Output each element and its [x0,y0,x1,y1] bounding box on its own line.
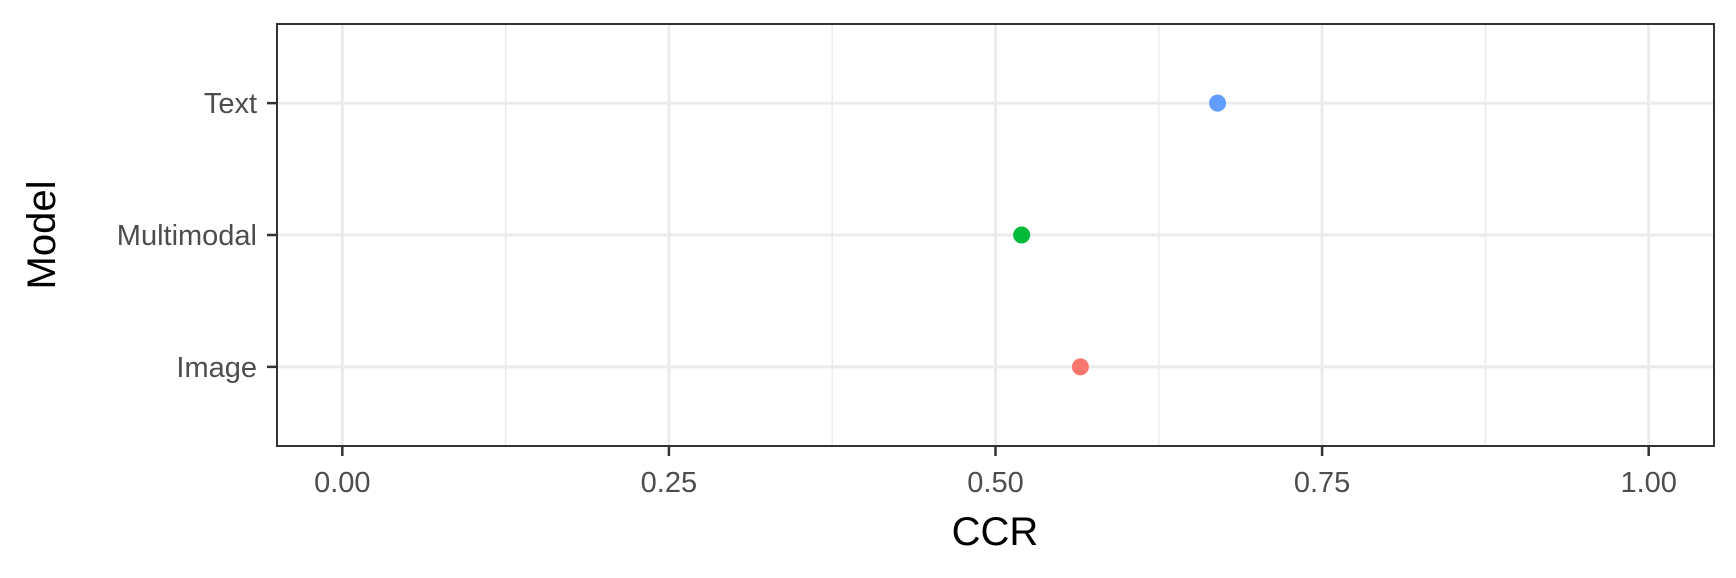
x-tick-label: 0.75 [1294,467,1350,499]
data-point-multimodal [1013,226,1031,244]
grid-lines [277,24,1714,446]
y-tick-label: Text [204,88,257,120]
x-tick-label: 0.50 [967,467,1023,499]
x-tick-label: 0.25 [641,467,697,499]
axis-ticks [267,101,1650,456]
data-point-text [1209,94,1227,112]
y-axis-title: Model [20,181,64,290]
data-points [1013,94,1227,376]
x-tick-label: 1.00 [1620,467,1676,499]
data-point-image [1071,358,1089,376]
x-axis-title: CCR [952,510,1039,554]
y-tick-label: Image [176,352,257,384]
y-tick-label: Multimodal [117,220,257,252]
plot-panel-border [276,23,1715,447]
x-tick-label: 0.00 [314,467,370,499]
tick-labels: 0.00 0.25 0.50 0.75 1.00 Image Multimodal Text [117,88,1677,499]
